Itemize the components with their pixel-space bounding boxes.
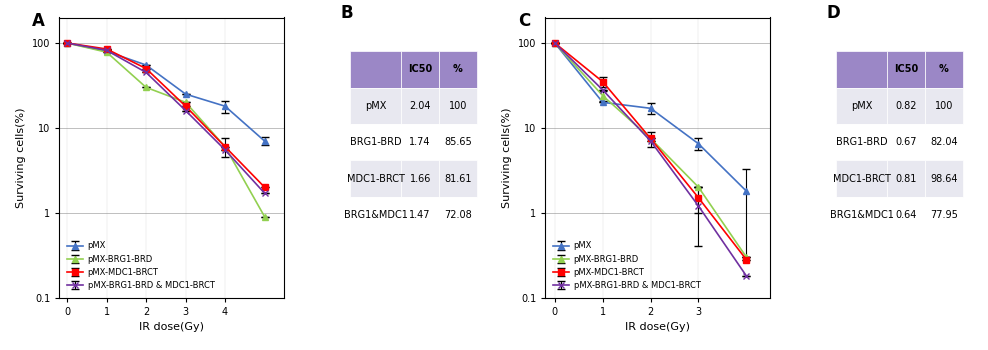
Bar (401, 124, 439, 160)
Bar (439, 88, 477, 124)
Bar (925, 88, 963, 124)
Text: MDC1-BRCT: MDC1-BRCT (833, 174, 890, 183)
Bar (350, 124, 401, 160)
Text: 1.74: 1.74 (409, 137, 431, 147)
Bar (350, 51, 401, 88)
Text: IC50: IC50 (408, 64, 433, 74)
Text: 2.04: 2.04 (409, 101, 431, 111)
Bar (401, 160, 439, 197)
Y-axis label: Surviving cells(%): Surviving cells(%) (17, 107, 27, 208)
Bar (836, 88, 887, 124)
Text: BRG1-BRD: BRG1-BRD (350, 137, 401, 147)
Text: 82.04: 82.04 (930, 137, 957, 147)
Text: BRG1-BRD: BRG1-BRD (836, 137, 887, 147)
Text: B: B (341, 4, 353, 21)
Bar (925, 51, 963, 88)
Bar (439, 160, 477, 197)
Bar (925, 197, 963, 233)
Bar (887, 88, 925, 124)
Text: D: D (827, 4, 840, 21)
Bar (887, 51, 925, 88)
Bar (350, 160, 401, 197)
Bar (439, 51, 477, 88)
Text: 85.65: 85.65 (444, 137, 472, 147)
Bar (350, 88, 401, 124)
Bar (439, 124, 477, 160)
Bar (401, 197, 439, 233)
Text: pMX: pMX (851, 101, 872, 111)
Text: A: A (33, 12, 45, 30)
X-axis label: IR dose(Gy): IR dose(Gy) (625, 322, 691, 332)
Text: 98.64: 98.64 (930, 174, 957, 183)
Bar (836, 160, 887, 197)
Text: 0.64: 0.64 (895, 210, 917, 220)
Bar (836, 197, 887, 233)
Text: 100: 100 (935, 101, 953, 111)
Text: 100: 100 (449, 101, 467, 111)
Text: 77.95: 77.95 (930, 210, 958, 220)
Text: 0.82: 0.82 (895, 101, 917, 111)
Text: 1.47: 1.47 (409, 210, 431, 220)
Legend: pMX, pMX-BRG1-BRD, pMX-MDC1-BRCT, pMX-BRG1-BRD & MDC1-BRCT: pMX, pMX-BRG1-BRD, pMX-MDC1-BRCT, pMX-BR… (549, 238, 703, 293)
Text: %: % (939, 64, 948, 74)
Text: MDC1-BRCT: MDC1-BRCT (347, 174, 404, 183)
Bar (925, 160, 963, 197)
Bar (925, 124, 963, 160)
Bar (887, 197, 925, 233)
Bar (401, 88, 439, 124)
Bar (836, 124, 887, 160)
X-axis label: IR dose(Gy): IR dose(Gy) (139, 322, 205, 332)
Text: 1.66: 1.66 (409, 174, 431, 183)
Text: 81.61: 81.61 (445, 174, 471, 183)
Legend: pMX, pMX-BRG1-BRD, pMX-MDC1-BRCT, pMX-BRG1-BRD & MDC1-BRCT: pMX, pMX-BRG1-BRD, pMX-MDC1-BRCT, pMX-BR… (63, 238, 217, 293)
Y-axis label: Surviving cells(%): Surviving cells(%) (502, 107, 513, 208)
Text: C: C (519, 12, 531, 30)
Bar (836, 51, 887, 88)
Text: 0.67: 0.67 (895, 137, 917, 147)
Bar (350, 197, 401, 233)
Text: BRG1&MDC1: BRG1&MDC1 (344, 210, 408, 220)
Bar (887, 124, 925, 160)
Text: 0.81: 0.81 (895, 174, 917, 183)
Text: IC50: IC50 (894, 64, 918, 74)
Text: 72.08: 72.08 (444, 210, 472, 220)
Bar (439, 197, 477, 233)
Bar (887, 160, 925, 197)
Text: %: % (453, 64, 462, 74)
Bar (401, 51, 439, 88)
Text: BRG1&MDC1: BRG1&MDC1 (830, 210, 893, 220)
Text: pMX: pMX (365, 101, 386, 111)
